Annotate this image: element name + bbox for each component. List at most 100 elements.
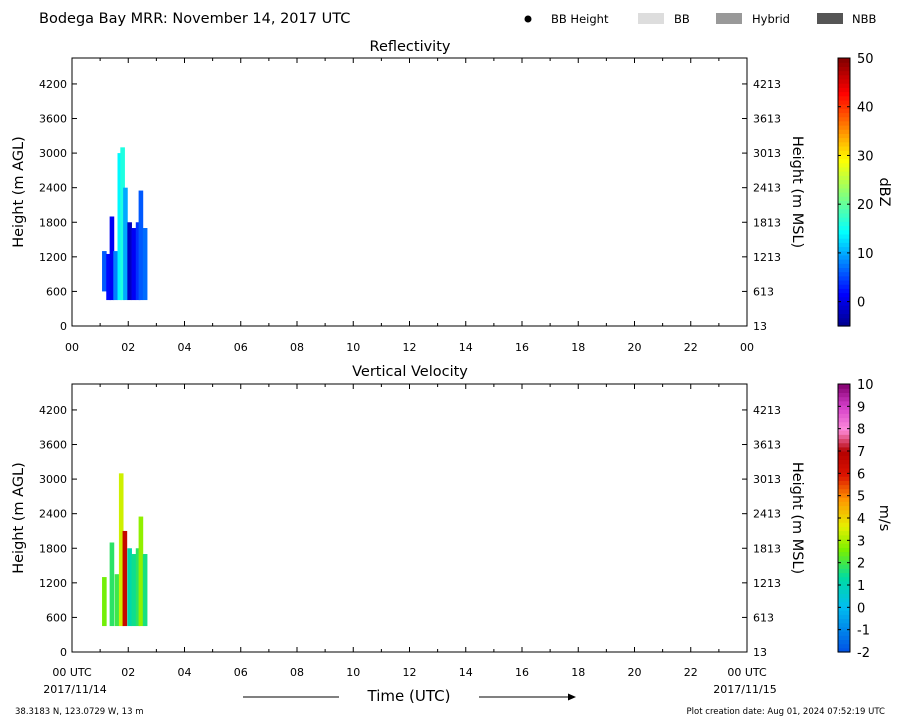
- velocity-colorbar-label: m/s: [876, 505, 892, 532]
- velocity-colorbar-segment: [838, 518, 850, 523]
- reflectivity-data-column: [135, 222, 141, 301]
- reflectivity-data-column: [120, 147, 125, 301]
- velocity-colorbar-tick-label: 7: [857, 445, 865, 460]
- reflectivity-data-column: [142, 228, 148, 301]
- reflectivity-colorbar-segment: [838, 259, 850, 264]
- reflectivity-xtick-label: 06: [234, 341, 248, 354]
- velocity-y2tick-label: 4213: [753, 404, 781, 417]
- velocity-colorbar-segment: [838, 488, 850, 494]
- plot-creation-date: Plot creation date: Aug 01, 2024 07:52:1…: [687, 707, 886, 717]
- velocity-colorbar-segment: [838, 597, 850, 603]
- reflectivity-colorbar-segment: [838, 300, 850, 306]
- velocity-colorbar-segment: [838, 559, 850, 565]
- reflectivity-colorbar-segment: [838, 120, 850, 126]
- velocity-ytick-label: 600: [46, 611, 67, 624]
- velocity-colorbar-segment: [838, 425, 850, 431]
- reflectivity-colorbar-segment: [838, 166, 850, 172]
- velocity-colorbar-segment: [838, 404, 850, 410]
- reflectivity-colorbar-segment: [838, 196, 850, 201]
- velocity-y2label: Height (m MSL): [789, 462, 805, 574]
- velocity-colorbar-segment: [838, 417, 850, 423]
- reflectivity-colorbar-segment: [838, 305, 850, 310]
- time-arrowhead: [568, 693, 576, 701]
- reflectivity-colorbar-segment: [838, 229, 850, 235]
- velocity-colorbar-segment: [838, 568, 850, 574]
- reflectivity-colorbar-segment: [838, 263, 850, 268]
- velocity-ytick-label: 1200: [39, 577, 67, 590]
- velocity-colorbar-segment: [838, 501, 850, 507]
- reflectivity-data-column: [138, 190, 144, 301]
- velocity-colorbar-segment: [838, 505, 850, 511]
- velocity-ytick-label: 4200: [39, 404, 67, 417]
- velocity-xtick-label: 14: [459, 666, 473, 679]
- reflectivity-colorbar-label: dBZ: [876, 177, 892, 206]
- reflectivity-colorbar-segment: [838, 162, 850, 168]
- reflectivity-ylabel: Height (m AGL): [11, 136, 27, 248]
- reflectivity-ytick-label: 4200: [39, 78, 67, 91]
- reflectivity-colorbar-segment: [838, 95, 850, 101]
- velocity-colorbar-segment: [838, 392, 850, 398]
- velocity-colorbar-segment: [838, 526, 850, 532]
- reflectivity-ytick-label: 1200: [39, 251, 67, 264]
- velocity-xtick-label: 06: [234, 666, 248, 679]
- velocity-xtick-label: 16: [515, 666, 529, 679]
- reflectivity-xtick-label: 18: [571, 341, 585, 354]
- velocity-colorbar-segment: [838, 576, 850, 582]
- velocity-colorbar-segment: [838, 551, 850, 557]
- velocity-y2tick-label: 2413: [753, 508, 781, 521]
- reflectivity-colorbar-segment: [838, 233, 850, 239]
- velocity-colorbar-segment: [838, 610, 850, 615]
- reflectivity-colorbar-segment: [838, 112, 850, 118]
- reflectivity-y2tick-label: 613: [753, 285, 774, 298]
- legend-hybrid-label: Hybrid: [752, 12, 790, 26]
- reflectivity-colorbar-segment: [838, 242, 850, 248]
- reflectivity-ytick-label: 2400: [39, 182, 67, 195]
- velocity-colorbar-segment: [838, 492, 850, 498]
- station-location: 38.3183 N, 123.0729 W, 13 m: [15, 707, 143, 717]
- velocity-ytick-label: 3600: [39, 439, 67, 452]
- velocity-colorbar-tick-label: 1: [857, 579, 865, 594]
- reflectivity-colorbar-segment: [838, 317, 850, 323]
- reflectivity-colorbar-segment: [838, 141, 850, 147]
- velocity-colorbar-segment: [838, 580, 850, 586]
- velocity-data-column: [122, 530, 128, 627]
- reflectivity-colorbar-segment: [838, 145, 850, 151]
- legend-bb-swatch: [638, 13, 664, 24]
- reflectivity-colorbar-segment: [838, 321, 850, 327]
- legend-bb-height-label: BB Height: [551, 12, 609, 26]
- reflectivity-plot-frame: [71, 57, 748, 327]
- reflectivity-colorbar-tick-label: 30: [857, 149, 874, 164]
- reflectivity-colorbar-segment: [838, 125, 850, 130]
- velocity-y2tick-label: 1813: [753, 542, 781, 555]
- reflectivity-colorbar-segment: [838, 288, 850, 294]
- velocity-colorbar-segment: [838, 400, 850, 406]
- reflectivity-ytick-label: 3000: [39, 147, 67, 160]
- velocity-colorbar-segment: [838, 564, 850, 569]
- velocity-title: Vertical Velocity: [352, 364, 468, 380]
- velocity-ytick-label: 0: [60, 646, 67, 659]
- velocity-colorbar-tick-label: 3: [857, 534, 865, 549]
- reflectivity-colorbar-segment: [838, 279, 850, 285]
- velocity-colorbar-segment: [838, 438, 850, 444]
- reflectivity-colorbar-segment: [838, 192, 850, 197]
- velocity-colorbar-segment: [838, 409, 850, 414]
- velocity-colorbar-segment: [838, 593, 850, 599]
- velocity-colorbar-tick-label: -2: [857, 646, 870, 661]
- reflectivity-colorbar-segment: [838, 171, 850, 176]
- velocity-colorbar-segment: [838, 497, 850, 502]
- velocity-colorbar-segment: [838, 467, 850, 473]
- velocity-colorbar-segment: [838, 396, 850, 402]
- velocity-colorbar-segment: [838, 589, 850, 594]
- reflectivity-data-column: [117, 153, 123, 301]
- start-date-label: 2017/11/14: [43, 683, 106, 696]
- reflectivity-colorbar-segment: [838, 129, 850, 134]
- reflectivity-y2tick-label: 13: [753, 320, 767, 333]
- reflectivity-colorbar-segment: [838, 267, 850, 273]
- reflectivity-xtick-label: 22: [684, 341, 698, 354]
- velocity-colorbar-segment: [838, 413, 850, 419]
- reflectivity-colorbar-segment: [838, 70, 850, 76]
- reflectivity-y2tick-label: 1213: [753, 251, 781, 264]
- reflectivity-colorbar-segment: [838, 158, 850, 164]
- velocity-colorbar-tick-label: 10: [857, 378, 874, 393]
- legend-hybrid-swatch: [716, 13, 742, 24]
